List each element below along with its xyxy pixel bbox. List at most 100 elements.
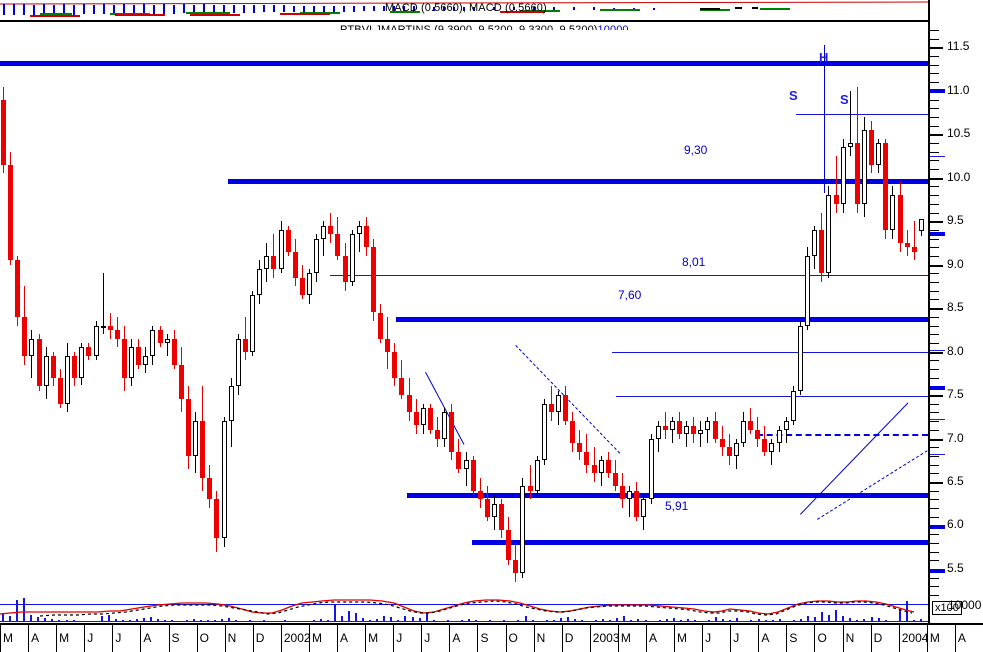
volume-bar	[496, 621, 499, 622]
volume-bar	[828, 615, 831, 622]
volume-bar	[383, 616, 386, 622]
level-line-682[interactable]	[616, 396, 928, 397]
candle-body	[171, 338, 177, 365]
volume-bar	[30, 615, 33, 622]
volume-bar	[891, 621, 894, 622]
candle-body	[847, 143, 853, 148]
price-tick-label: 7.0	[947, 430, 964, 445]
candle-body	[676, 421, 682, 435]
volume-bar	[573, 619, 576, 622]
candle-body	[278, 229, 284, 270]
uptrend-line-2[interactable]	[817, 442, 928, 520]
volume-bar	[425, 613, 428, 622]
candle-body	[57, 377, 63, 404]
candle-body	[136, 347, 142, 365]
projection-dashed-line[interactable]	[757, 434, 928, 436]
volume-bar	[220, 619, 223, 622]
price-chart-pane[interactable]: S H S 9,30 8,01 7,60 5,91	[0, 30, 928, 595]
price-minor-tick	[930, 577, 939, 579]
time-tick	[898, 625, 900, 652]
volume-bar	[16, 600, 19, 622]
time-tick	[0, 625, 1, 652]
volume-bar	[559, 618, 562, 622]
candle-body	[420, 408, 426, 426]
price-tick	[930, 177, 943, 180]
candle-body	[193, 421, 199, 456]
volume-bar	[708, 620, 711, 622]
candle-body	[783, 421, 789, 430]
candle-body	[271, 256, 277, 270]
volume-bar	[362, 618, 365, 622]
price-minor-tick	[930, 116, 939, 118]
axis-level-marker-thin	[930, 419, 945, 421]
candle-body	[371, 247, 376, 313]
volume-bar	[863, 619, 866, 622]
candle-body	[833, 195, 839, 204]
candle-body	[378, 312, 384, 339]
candle-wick	[629, 486, 631, 517]
time-tick-label: O	[199, 631, 209, 645]
volume-bar	[842, 616, 845, 622]
candle-body	[641, 499, 647, 517]
volume-bar	[298, 621, 301, 622]
volume-bar	[206, 620, 209, 622]
candle-body	[143, 355, 149, 365]
volume-bar	[390, 617, 393, 622]
candle-body	[570, 421, 576, 443]
candle-body	[883, 143, 889, 230]
axis-level-marker-thin	[930, 349, 945, 351]
vertical-marker-line[interactable]	[824, 45, 825, 193]
price-tick-label: 5.5	[947, 560, 964, 575]
candle-body	[612, 473, 618, 487]
resistance-line-758[interactable]	[396, 317, 928, 322]
price-minor-tick	[930, 403, 939, 405]
volume-bar	[672, 618, 675, 622]
volume-bar	[552, 620, 555, 622]
price-minor-tick	[930, 151, 939, 153]
support-line-548[interactable]	[472, 540, 928, 545]
time-tick	[28, 625, 30, 652]
volume-bar	[616, 618, 619, 622]
level-line-1025[interactable]	[796, 114, 928, 115]
price-minor-tick	[930, 56, 939, 58]
volume-bar	[439, 621, 442, 622]
level-line-802[interactable]	[330, 275, 928, 276]
volume-bar	[482, 621, 485, 622]
volume-bar	[319, 619, 322, 622]
price-tick-label: 11.5	[947, 39, 970, 54]
volume-bar	[284, 620, 287, 622]
volume-bar	[157, 619, 160, 622]
resistance-line-935[interactable]	[228, 179, 928, 184]
candle-body	[548, 403, 554, 413]
axis-level-marker	[930, 88, 945, 93]
candle-body	[342, 256, 348, 283]
time-tick	[308, 625, 310, 652]
volume-bar	[566, 617, 569, 622]
volume-bar	[524, 616, 527, 622]
time-tick-label: N	[845, 631, 855, 645]
volume-bar	[107, 615, 110, 622]
candle-body	[43, 355, 49, 387]
candle-body	[819, 229, 825, 274]
price-minor-tick	[930, 325, 939, 327]
level-line-722[interactable]	[612, 352, 928, 353]
price-minor-tick	[930, 412, 939, 414]
candle-body	[655, 425, 661, 439]
candle-body	[541, 403, 547, 461]
candle-body	[36, 338, 42, 387]
resistance-line-11[interactable]	[0, 61, 928, 66]
price-minor-tick	[930, 186, 939, 188]
volume-bar	[312, 620, 315, 622]
pattern-mark-left-shoulder: S	[789, 88, 798, 103]
price-label-930: 9,30	[684, 143, 708, 157]
support-line-598[interactable]	[407, 493, 928, 498]
candle-body	[861, 129, 867, 204]
volume-bar	[453, 621, 456, 622]
price-minor-tick	[930, 30, 939, 31]
volume-bar	[623, 616, 626, 622]
time-tick-label: A	[761, 631, 770, 645]
price-minor-tick	[930, 316, 939, 318]
candle-body	[385, 338, 391, 352]
volume-guide-upper	[0, 604, 928, 605]
candle-body	[207, 477, 213, 500]
